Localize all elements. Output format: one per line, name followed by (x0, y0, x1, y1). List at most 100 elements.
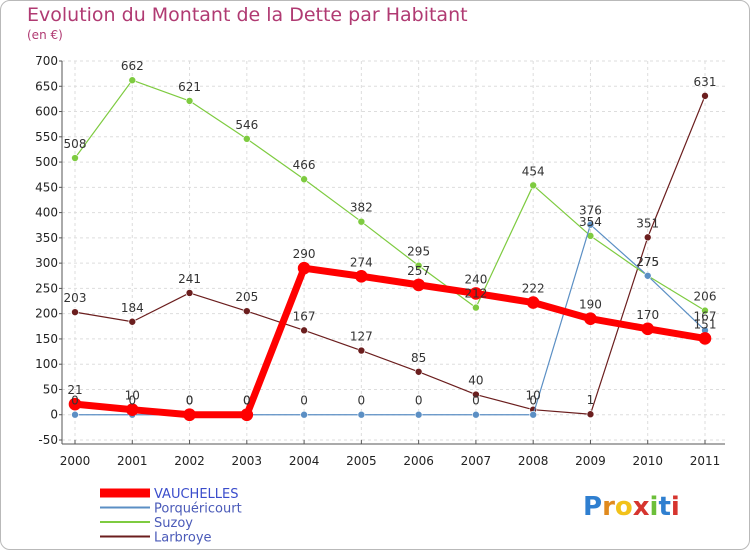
data-label: 167 (293, 309, 316, 323)
x-tick-label: 2000 (60, 454, 91, 468)
data-point (297, 261, 311, 275)
data-label: 275 (636, 255, 659, 269)
y-tick-label: 300 (35, 256, 58, 270)
data-point (300, 410, 308, 419)
data-point (701, 92, 709, 100)
data-label: 0 (243, 394, 251, 408)
data-label: 0 (300, 394, 308, 408)
x-tick-label: 2005 (346, 454, 377, 468)
data-point (414, 261, 423, 270)
data-label: 127 (350, 330, 373, 344)
data-label: 351 (636, 216, 659, 230)
axes: -500501001502002503003504004505005506006… (35, 54, 725, 468)
data-point (125, 403, 139, 416)
y-tick-label: 450 (35, 180, 58, 194)
data-label: 170 (636, 308, 659, 322)
data-label: 621 (178, 80, 201, 94)
series-line-vauchelles (74, 264, 706, 419)
data-label: 354 (579, 215, 602, 229)
chart-title: Evolution du Montant de la Dette par Hab… (27, 4, 468, 26)
data-label: 662 (121, 59, 144, 73)
series-layer (68, 76, 712, 422)
data-point (472, 303, 480, 312)
x-tick-label: 2002 (174, 454, 205, 468)
data-point (68, 397, 82, 411)
data-point (529, 181, 537, 190)
y-tick-label: 700 (35, 54, 58, 68)
x-tick-label: 2004 (289, 454, 320, 468)
x-tick-label: 2008 (518, 454, 549, 468)
data-point (584, 312, 597, 326)
brand-letter: r (602, 492, 615, 522)
data-point (128, 76, 137, 85)
data-label: 184 (121, 301, 144, 315)
data-point (71, 410, 79, 419)
data-label: 0 (415, 394, 423, 408)
y-tick-label: 200 (35, 307, 58, 321)
brand-letter: P (583, 492, 602, 522)
data-label: 382 (350, 201, 373, 215)
data-point (586, 410, 595, 419)
series-line-suzoy (74, 79, 706, 312)
data-label: 10 (526, 389, 541, 403)
data-point (128, 317, 137, 326)
data-point (412, 278, 425, 292)
data-label: 85 (411, 351, 426, 365)
data-label: 1 (587, 393, 595, 407)
y-tick-label: 550 (35, 130, 58, 144)
y-tick-label: 600 (35, 105, 58, 119)
data-label: 151 (694, 317, 717, 331)
data-label: 212 (464, 287, 487, 301)
y-tick-label: 500 (35, 155, 58, 169)
data-point (586, 220, 595, 229)
x-tick-label: 2010 (632, 454, 663, 468)
y-tick-label: 650 (35, 79, 58, 93)
data-point (183, 408, 196, 422)
data-point (526, 296, 540, 309)
data-label: 466 (293, 158, 316, 172)
y-tick-label: 400 (35, 206, 58, 220)
data-point (185, 97, 194, 105)
data-label: 0 (186, 394, 194, 408)
brand-letter: t (658, 492, 670, 522)
data-point (414, 410, 423, 419)
y-tick-label: 150 (35, 332, 58, 346)
data-point (300, 175, 308, 184)
data-label: 631 (694, 75, 717, 89)
data-point (300, 326, 308, 335)
data-label: 376 (579, 204, 602, 218)
data-label: 10 (125, 389, 140, 403)
y-tick-label: 0 (50, 408, 58, 422)
data-point (643, 233, 652, 242)
data-label: 0 (472, 394, 480, 408)
brand-letter: i (671, 492, 680, 522)
x-tick-label: 2003 (232, 454, 263, 468)
data-point (469, 287, 483, 300)
brand-letter: o (615, 492, 633, 522)
data-label: 206 (694, 290, 717, 304)
proxiti-logo: Proxiti (583, 492, 680, 522)
data-label: 203 (64, 291, 87, 305)
data-point (71, 154, 79, 162)
x-tick-label: 2006 (403, 454, 434, 468)
data-label: 508 (64, 137, 87, 151)
data-point (243, 307, 251, 315)
brand-letter: x (633, 492, 650, 522)
brand-text: Proxiti (583, 492, 680, 522)
data-point (185, 289, 194, 297)
x-tick-label: 2011 (690, 454, 721, 468)
data-label: 295 (407, 245, 430, 259)
y-tick-label: 100 (35, 357, 58, 371)
y-tick-label: 350 (35, 231, 58, 245)
y-tick-label: -50 (38, 433, 58, 447)
data-label: 290 (293, 247, 316, 261)
data-label: 0 (71, 394, 79, 408)
data-point (357, 410, 366, 419)
data-label: 275 (636, 255, 659, 269)
data-label: 0 (243, 394, 251, 408)
data-point (357, 217, 366, 226)
x-tick-label: 2007 (461, 454, 492, 468)
series-line-larbroye (74, 95, 706, 415)
